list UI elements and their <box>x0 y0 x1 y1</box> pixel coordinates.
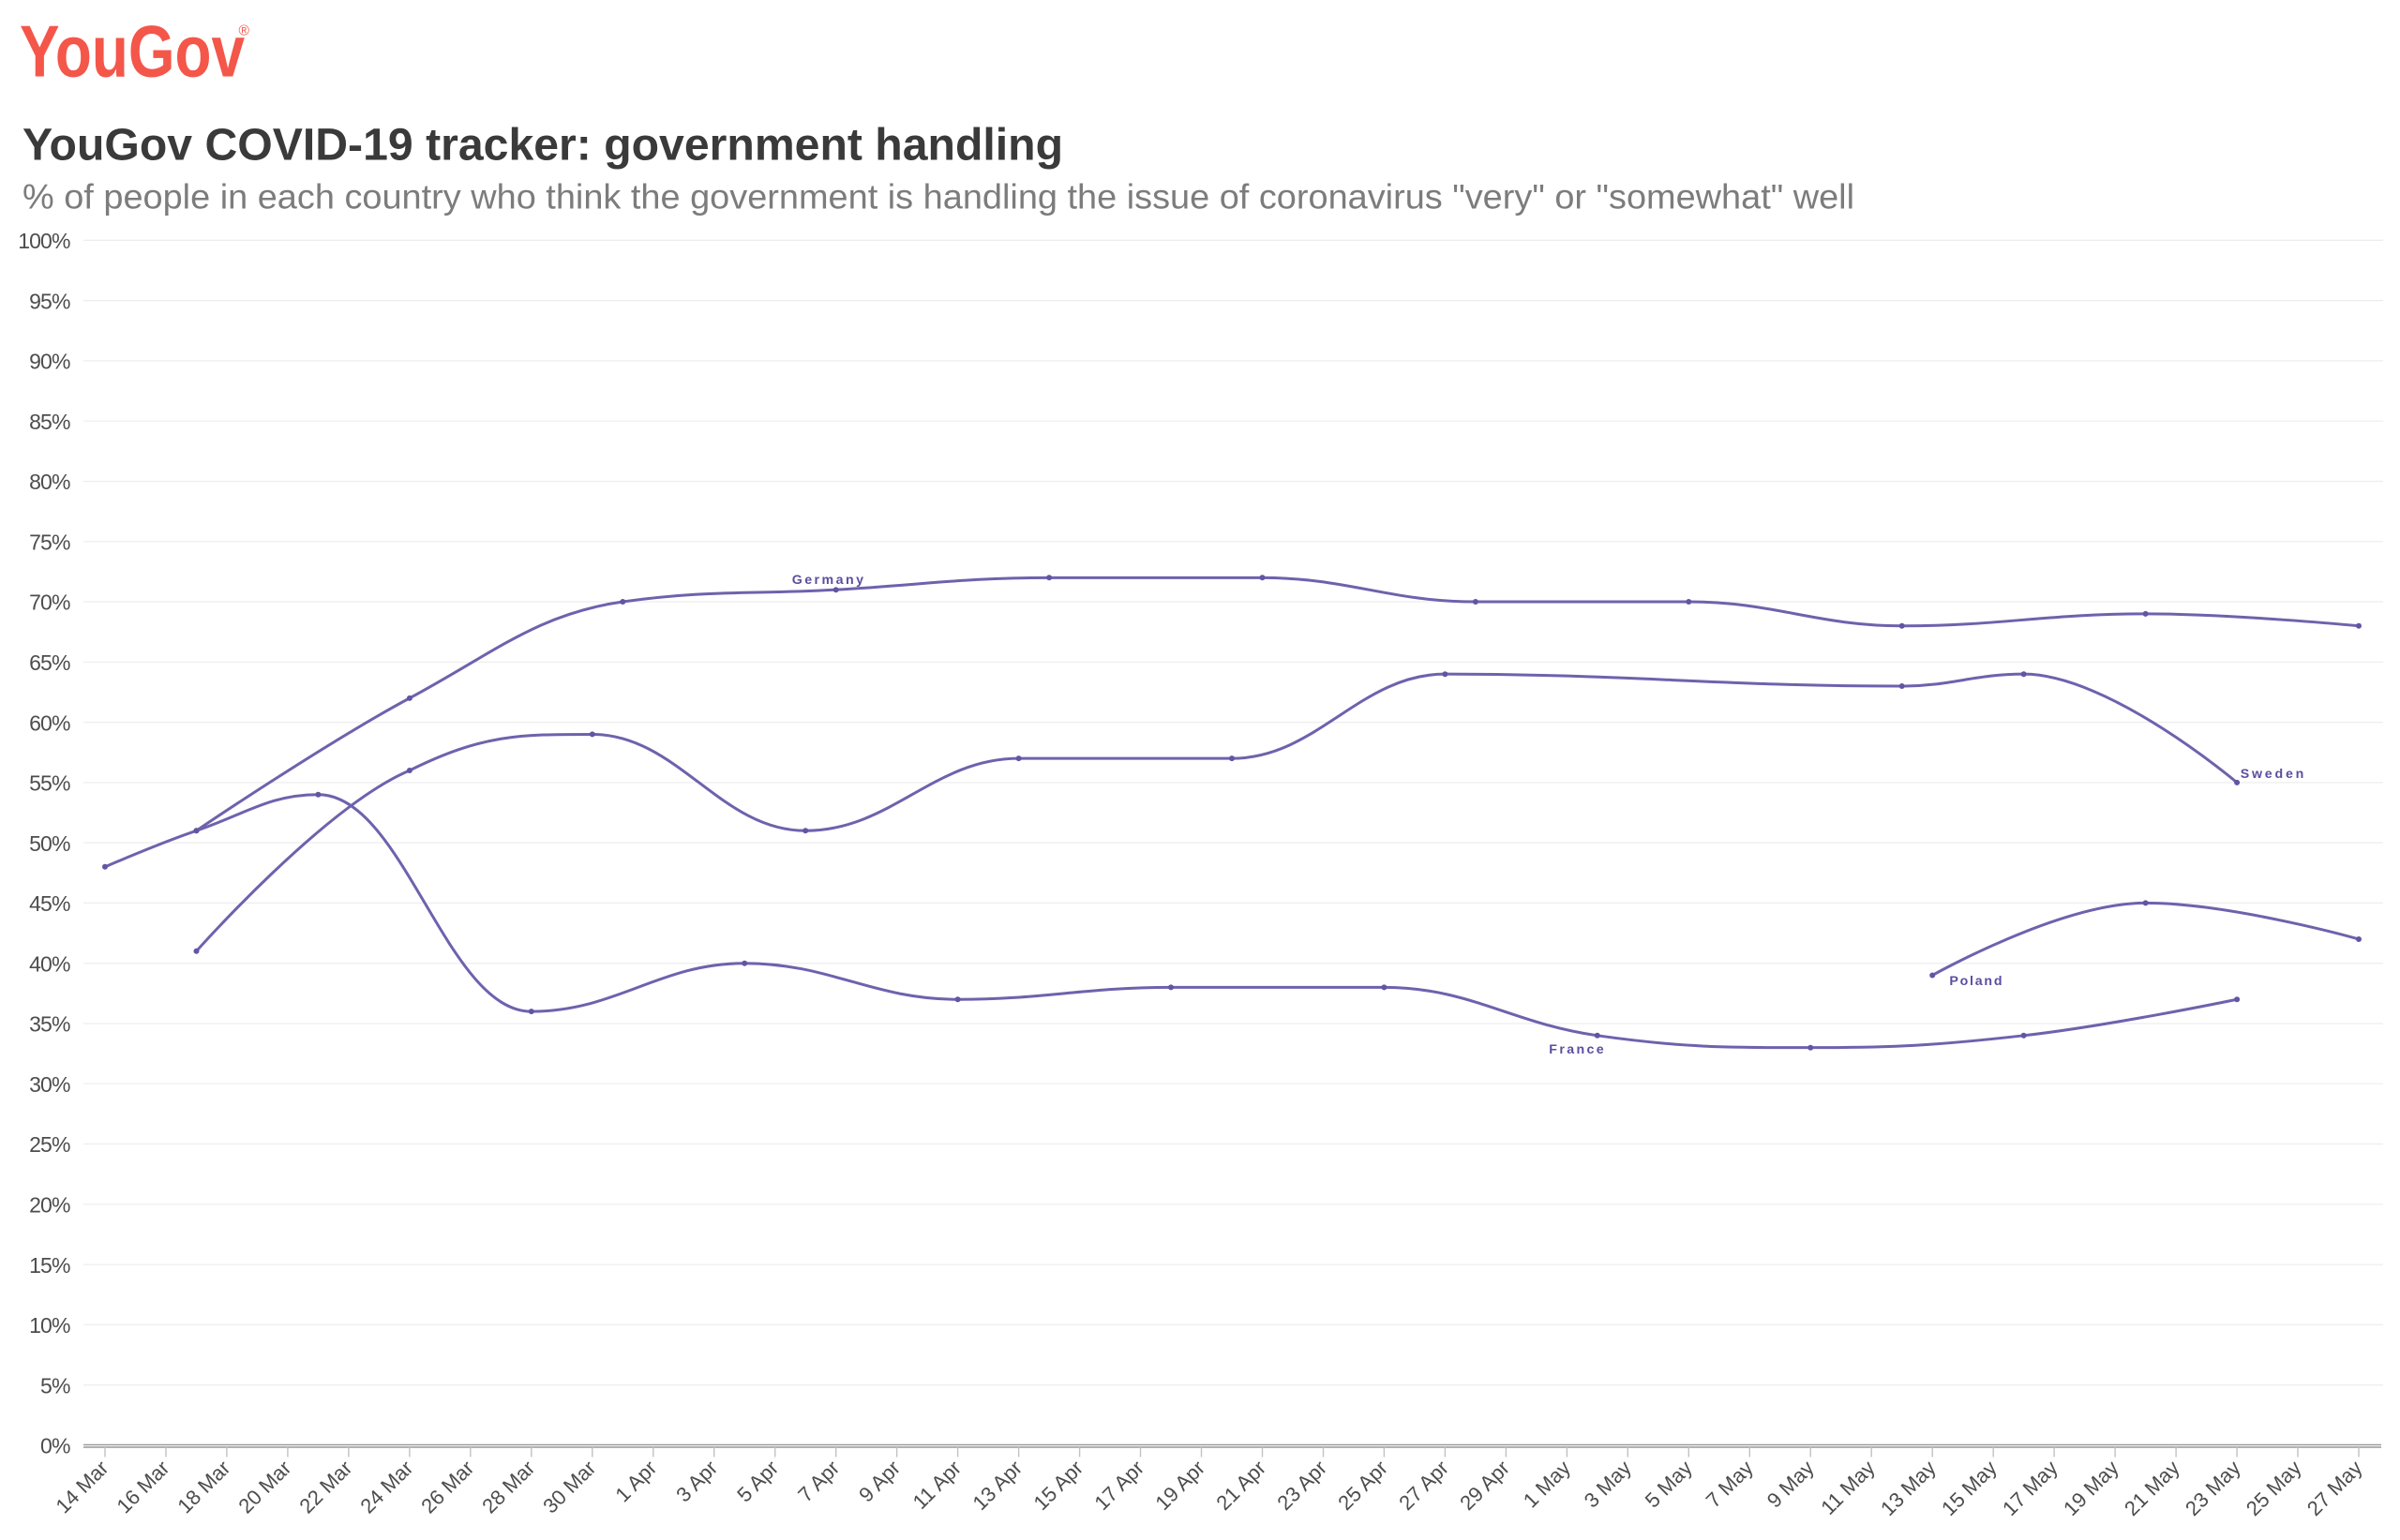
svg-text:10%: 10% <box>29 1313 70 1338</box>
svg-text:85%: 85% <box>29 410 70 434</box>
svg-text:YouGov COVID-19 tracker: gover: YouGov COVID-19 tracker: government hand… <box>22 121 1063 171</box>
svg-text:55%: 55% <box>29 771 70 796</box>
svg-text:YouGov: YouGov <box>20 10 245 93</box>
svg-text:®: ® <box>239 23 250 39</box>
svg-text:90%: 90% <box>29 350 70 374</box>
svg-text:50%: 50% <box>29 831 70 856</box>
svg-text:40%: 40% <box>29 951 70 976</box>
svg-text:35%: 35% <box>29 1012 70 1037</box>
svg-text:30%: 30% <box>29 1072 70 1097</box>
svg-text:45%: 45% <box>29 891 70 916</box>
svg-text:25%: 25% <box>29 1132 70 1157</box>
svg-text:70%: 70% <box>29 591 70 615</box>
svg-text:France: France <box>1549 1042 1604 1057</box>
svg-text:100%: 100% <box>18 229 70 253</box>
svg-text:5%: 5% <box>40 1373 70 1398</box>
svg-text:15%: 15% <box>29 1253 70 1278</box>
svg-text:0%: 0% <box>40 1434 70 1458</box>
svg-text:75%: 75% <box>29 531 70 555</box>
svg-text:Sweden: Sweden <box>2241 767 2304 782</box>
svg-text:% of people in each country wh: % of people in each country who think th… <box>22 178 1854 217</box>
svg-text:Poland: Poland <box>1949 974 2002 989</box>
svg-text:80%: 80% <box>29 470 70 494</box>
svg-text:Germany: Germany <box>792 573 863 588</box>
svg-text:65%: 65% <box>29 650 70 675</box>
svg-text:20%: 20% <box>29 1193 70 1218</box>
svg-text:60%: 60% <box>29 710 70 735</box>
svg-text:95%: 95% <box>29 289 70 313</box>
